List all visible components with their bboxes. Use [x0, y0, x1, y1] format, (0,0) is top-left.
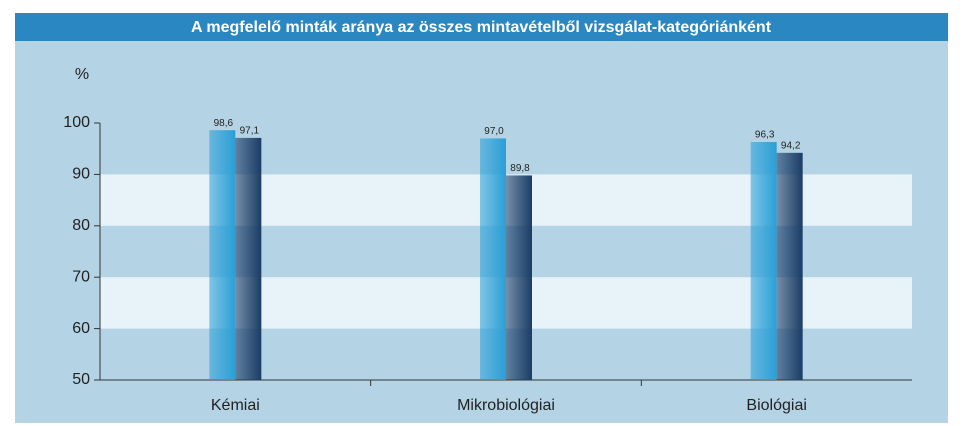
y-tick-label: 60	[72, 320, 90, 337]
bar	[776, 152, 803, 380]
value-label: 89,8	[510, 163, 530, 174]
plot: 50 60 70 80 90 100 Kémiai 98,6 97,1 Mikrobiológia…	[63, 114, 912, 414]
bar	[480, 138, 506, 380]
bar	[209, 130, 236, 380]
x-tick-label: Biológiai	[746, 397, 806, 414]
bar	[750, 142, 777, 380]
x-tick-label: Kémiai	[211, 397, 260, 414]
x-tick-label: Mikrobiológiai	[457, 397, 555, 414]
title-bar	[15, 13, 948, 41]
bar	[506, 175, 532, 380]
y-tick-label: 80	[72, 217, 90, 234]
y-tick-label: 70	[72, 268, 90, 285]
value-label: 96,3	[755, 130, 775, 141]
chart-title: A megfelelő minták aránya az összes mint…	[191, 19, 772, 36]
y-tick-label: 90	[72, 166, 90, 183]
value-label: 94,2	[781, 140, 801, 151]
y-tick-label: 100	[63, 114, 90, 131]
y-tick-label: 50	[72, 371, 90, 388]
value-label: 98,6	[214, 118, 234, 129]
bar	[235, 137, 262, 380]
value-label: 97,1	[240, 126, 260, 137]
y-axis-label: %	[75, 66, 89, 83]
value-label: 97,0	[484, 126, 504, 137]
